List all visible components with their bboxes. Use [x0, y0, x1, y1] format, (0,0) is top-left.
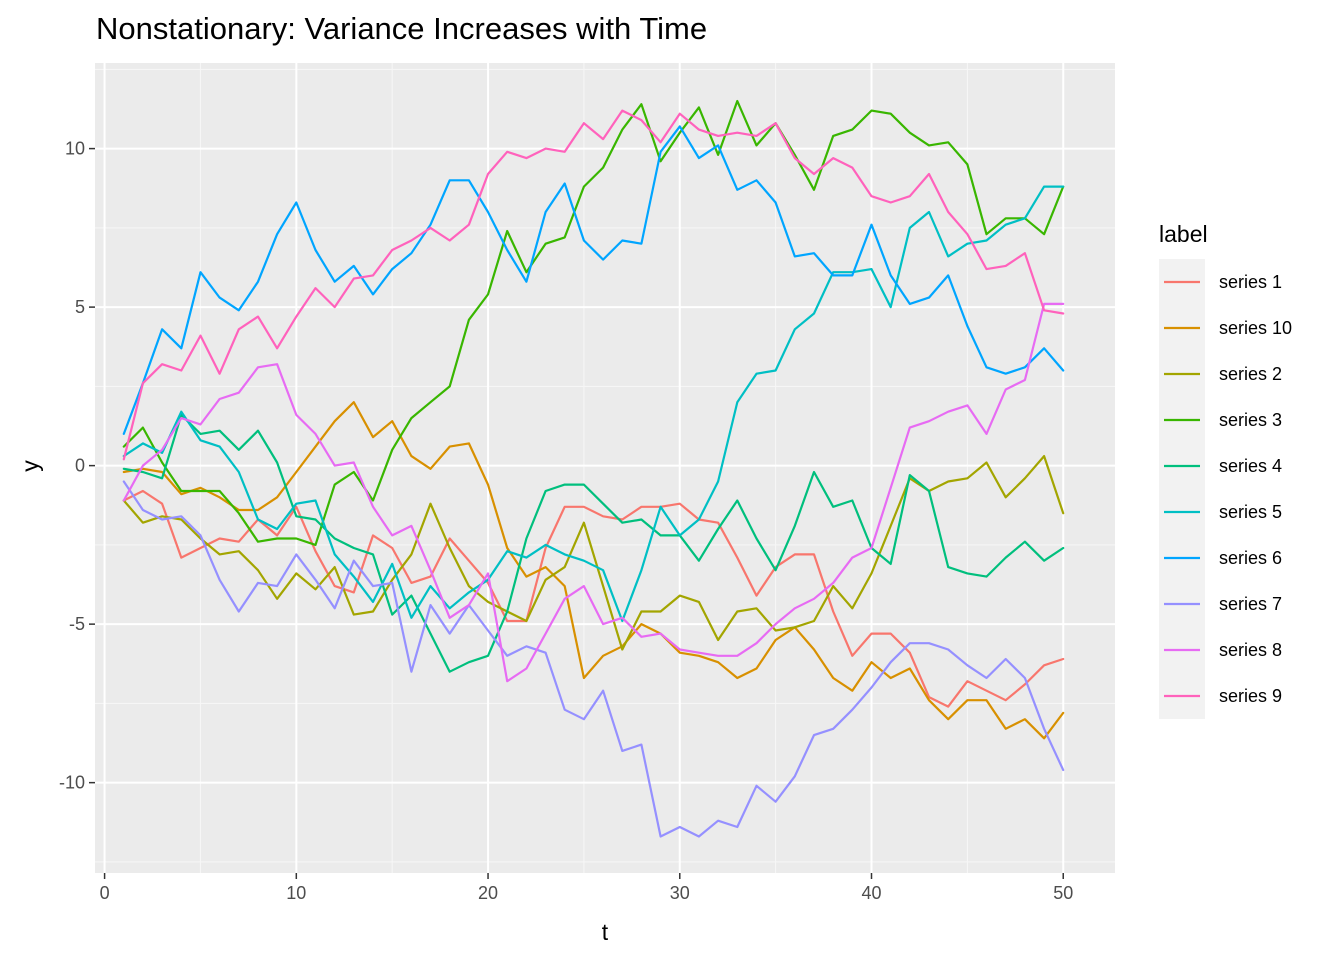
series-line-series-8 — [122, 302, 1065, 683]
series-line-series-6 — [122, 125, 1065, 435]
series-line-series-3 — [122, 99, 1065, 547]
x-tick-label: 20 — [478, 883, 498, 903]
legend-label: series 8 — [1219, 640, 1282, 660]
minor-gridlines — [95, 63, 1115, 873]
series-lines — [122, 99, 1065, 838]
y-tick-label: -5 — [69, 614, 85, 634]
x-tick-label: 0 — [100, 883, 110, 903]
plot-panel — [95, 63, 1115, 873]
legend-label: series 1 — [1219, 272, 1282, 292]
chart-title: Nonstationary: Variance Increases with T… — [96, 11, 707, 46]
legend-items: series 1 series 10 series 2 series 3 series … — [1164, 272, 1292, 706]
x-axis: 0 10 20 30 40 50 — [100, 873, 1073, 903]
series-line-series-10 — [122, 401, 1065, 740]
legend-label: series 6 — [1219, 548, 1282, 568]
legend-label: series 2 — [1219, 364, 1282, 384]
legend-label: series 9 — [1219, 686, 1282, 706]
x-tick-label: 50 — [1053, 883, 1073, 903]
legend-label: series 7 — [1219, 594, 1282, 614]
x-tick-label: 10 — [286, 883, 306, 903]
legend-key-background — [1159, 259, 1205, 719]
x-tick-label: 30 — [670, 883, 690, 903]
major-gridlines — [95, 63, 1115, 873]
legend-label: series 3 — [1219, 410, 1282, 430]
legend-label: series 5 — [1219, 502, 1282, 522]
y-tick-label: -10 — [59, 773, 85, 793]
x-axis-title: t — [602, 919, 609, 945]
series-line-series-7 — [122, 480, 1065, 838]
legend-title: label — [1159, 221, 1208, 247]
series-line-series-5 — [122, 185, 1065, 623]
legend-label: series 10 — [1219, 318, 1292, 338]
y-tick-label: 5 — [75, 297, 85, 317]
series-line-series-4 — [122, 413, 1065, 673]
series-line-series-1 — [122, 489, 1065, 708]
y-axis-title: y — [17, 460, 43, 472]
x-tick-label: 40 — [861, 883, 881, 903]
y-tick-label: 10 — [65, 139, 85, 159]
series-line-series-9 — [122, 109, 1065, 461]
y-tick-label: 0 — [75, 456, 85, 476]
legend-label: series 4 — [1219, 456, 1282, 476]
y-axis: -10 -5 0 5 10 — [59, 139, 95, 793]
